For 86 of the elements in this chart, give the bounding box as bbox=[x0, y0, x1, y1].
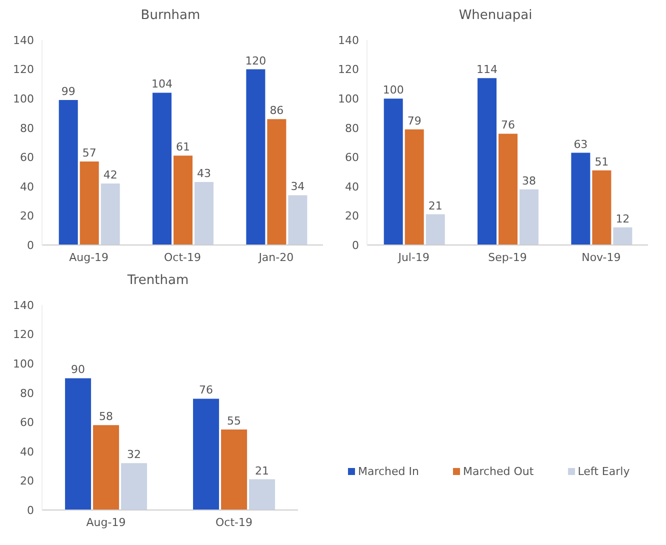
bar bbox=[80, 162, 99, 245]
legend-label: Marched Out bbox=[463, 465, 534, 478]
x-tick-label: Sep-19 bbox=[488, 250, 527, 264]
data-label: 104 bbox=[152, 78, 173, 91]
data-label: 100 bbox=[382, 84, 404, 97]
bar bbox=[478, 78, 497, 245]
data-label: 21 bbox=[255, 464, 270, 478]
bar bbox=[384, 98, 403, 245]
x-tick-label: Jul-19 bbox=[397, 250, 430, 264]
y-tick-label: 100 bbox=[338, 92, 359, 106]
bar bbox=[249, 479, 276, 510]
bar bbox=[174, 156, 193, 245]
chart-title: Burnham bbox=[140, 8, 202, 25]
bar bbox=[288, 195, 308, 245]
y-tick-label: 0 bbox=[27, 238, 34, 252]
y-tick-label: 140 bbox=[338, 34, 359, 47]
bar bbox=[65, 378, 92, 510]
data-label: 90 bbox=[71, 363, 86, 376]
bar bbox=[571, 152, 590, 245]
x-tick-label: Aug-19 bbox=[69, 250, 109, 264]
bar bbox=[121, 463, 148, 510]
x-tick-label: Oct-19 bbox=[216, 516, 252, 529]
y-tick-label: 40 bbox=[20, 445, 34, 458]
legend-label: Left Early bbox=[578, 465, 630, 478]
bar bbox=[498, 134, 518, 245]
data-label: 86 bbox=[270, 104, 284, 118]
data-label: 99 bbox=[61, 85, 76, 98]
bar bbox=[613, 227, 632, 245]
bar bbox=[246, 69, 266, 245]
bar bbox=[267, 119, 286, 245]
x-tick-label: Jan-20 bbox=[258, 250, 294, 264]
y-tick-label: 120 bbox=[13, 328, 34, 342]
data-label: 12 bbox=[616, 212, 630, 226]
y-tick-label: 100 bbox=[13, 357, 34, 370]
data-label: 76 bbox=[501, 118, 516, 132]
data-label: 57 bbox=[82, 146, 96, 160]
legend-label: Marched In bbox=[358, 465, 419, 478]
data-label: 63 bbox=[574, 138, 588, 151]
y-tick-label: 80 bbox=[345, 122, 359, 135]
data-label: 58 bbox=[99, 410, 114, 424]
y-tick-label: 40 bbox=[345, 180, 359, 194]
data-label: 38 bbox=[522, 174, 536, 188]
data-label: 34 bbox=[290, 180, 305, 194]
y-tick-label: 40 bbox=[20, 180, 34, 194]
y-tick-label: 60 bbox=[20, 416, 34, 430]
y-tick-label: 100 bbox=[13, 92, 34, 106]
y-tick-label: 120 bbox=[338, 63, 359, 76]
x-tick-label: Aug-19 bbox=[86, 516, 126, 529]
data-label: 114 bbox=[476, 63, 498, 76]
data-label: 32 bbox=[127, 448, 142, 462]
data-label: 55 bbox=[227, 414, 242, 428]
x-tick-label: Nov-19 bbox=[582, 250, 621, 264]
bar bbox=[58, 100, 78, 245]
y-tick-label: 80 bbox=[20, 122, 34, 135]
bar bbox=[426, 214, 445, 245]
y-tick-label: 0 bbox=[27, 504, 34, 517]
y-tick-label: 60 bbox=[20, 151, 34, 164]
data-label: 42 bbox=[103, 168, 118, 182]
y-tick-label: 20 bbox=[345, 210, 359, 223]
y-tick-label: 0 bbox=[352, 238, 359, 252]
y-tick-label: 140 bbox=[13, 298, 34, 312]
data-label: 79 bbox=[407, 114, 422, 128]
bar bbox=[100, 184, 120, 245]
data-label: 21 bbox=[428, 199, 442, 212]
data-label: 51 bbox=[594, 155, 609, 168]
data-label: 43 bbox=[197, 167, 212, 180]
chart-title: Whenuapai bbox=[458, 8, 534, 25]
bar bbox=[152, 92, 172, 245]
y-tick-label: 140 bbox=[13, 34, 34, 47]
y-tick-label: 20 bbox=[20, 210, 34, 223]
x-tick-label: Oct-19 bbox=[164, 250, 201, 264]
data-label: 76 bbox=[199, 384, 214, 397]
chart-title: Trentham bbox=[126, 273, 190, 290]
bar bbox=[592, 170, 612, 245]
data-label: 61 bbox=[176, 140, 190, 154]
bar bbox=[404, 129, 424, 245]
y-tick-label: 60 bbox=[345, 151, 359, 164]
bar bbox=[221, 429, 248, 510]
data-label: 120 bbox=[245, 54, 266, 68]
y-tick-label: 120 bbox=[13, 63, 34, 76]
bar bbox=[194, 182, 214, 245]
y-tick-label: 80 bbox=[20, 386, 34, 400]
bar bbox=[93, 425, 120, 510]
bar bbox=[193, 398, 220, 510]
bar bbox=[520, 189, 539, 245]
y-tick-label: 20 bbox=[20, 474, 34, 488]
